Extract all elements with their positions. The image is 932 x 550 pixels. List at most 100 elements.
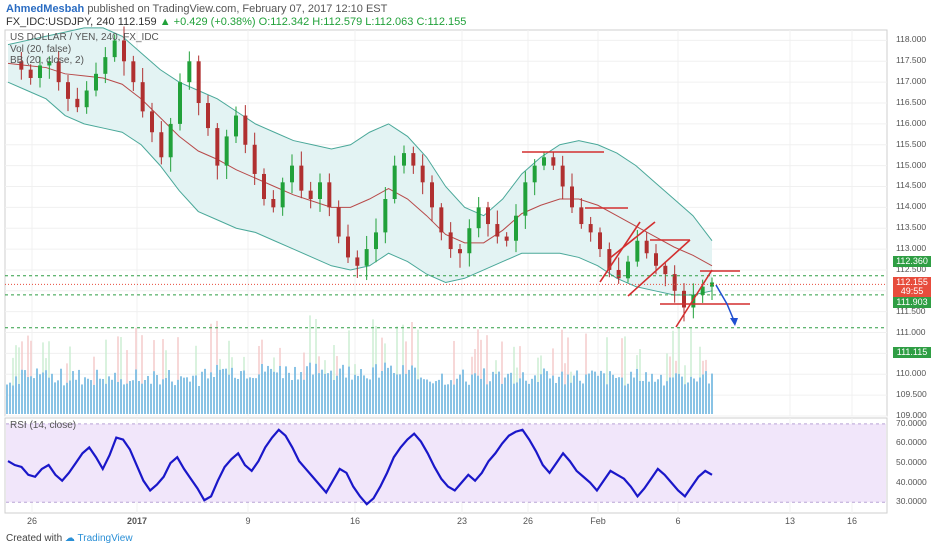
volume-bar xyxy=(402,365,404,414)
candle-body xyxy=(168,123,173,158)
volume-bar xyxy=(591,370,593,414)
symbol-info: FX_IDC:USDJPY, 240 112.159 ▲ +0.429 (+0.… xyxy=(6,16,466,28)
volume-bar xyxy=(708,383,710,414)
volume-bar xyxy=(699,377,701,414)
volume-bar xyxy=(423,379,425,414)
volume-bar xyxy=(258,374,260,414)
price-tick-label: 113.500 xyxy=(896,222,927,233)
volume-bar-faint xyxy=(486,335,488,385)
candle-body xyxy=(542,157,546,166)
volume-bar-faint xyxy=(279,347,281,366)
price-change: ▲ +0.429 (+0.38%) xyxy=(159,16,256,28)
candle-body xyxy=(56,61,61,83)
volume-bar-faint xyxy=(210,323,212,373)
volume-bar xyxy=(249,377,251,414)
candle-body xyxy=(327,182,332,208)
price-tick-label: 115.000 xyxy=(896,159,927,170)
volume-bar xyxy=(669,377,671,414)
volume-bar xyxy=(63,385,65,414)
candle-body xyxy=(523,182,528,216)
volume-bar xyxy=(324,373,326,414)
volume-bar xyxy=(651,373,653,414)
volume-bar xyxy=(687,382,689,414)
volume-bar xyxy=(54,382,56,414)
candle-body xyxy=(514,215,518,241)
volume-bar xyxy=(660,374,662,414)
volume-bar xyxy=(93,384,95,414)
candle-body xyxy=(607,249,612,270)
time-tick-label: 13 xyxy=(784,516,796,526)
volume-bar xyxy=(216,364,218,414)
volume-bar xyxy=(177,379,179,414)
last-price: 112.159 xyxy=(117,16,157,28)
volume-bar-faint xyxy=(372,319,374,368)
volume-bar-faint xyxy=(621,338,623,378)
volume-bar xyxy=(630,371,632,414)
candle-body xyxy=(224,136,229,166)
volume-bar xyxy=(507,373,509,414)
candle-body xyxy=(112,40,117,58)
volume-bar-faint xyxy=(411,322,413,366)
candle-body xyxy=(579,207,584,225)
volume-bar-faint xyxy=(396,326,398,375)
author-link[interactable]: AhmedMesbah xyxy=(6,3,85,15)
candle-body xyxy=(495,224,500,237)
candle-body xyxy=(318,182,322,200)
volume-bar xyxy=(663,385,665,414)
volume-bar xyxy=(408,369,410,414)
candle-body xyxy=(672,274,677,291)
volume-bar-faint xyxy=(453,340,455,385)
volume-bar-faint xyxy=(336,356,338,376)
volume-bar xyxy=(492,371,494,414)
volume-bar-faint xyxy=(15,345,17,377)
volume-bar xyxy=(594,371,596,414)
volume-bar xyxy=(576,370,578,414)
volume-bar xyxy=(261,363,263,414)
tradingview-link[interactable]: TradingView xyxy=(77,533,133,544)
volume-bar-faint xyxy=(105,339,107,384)
candle-body xyxy=(486,207,490,225)
volume-bar xyxy=(234,377,236,414)
volume-bar-faint xyxy=(624,336,626,386)
volume-bar xyxy=(534,375,536,414)
volume-bar xyxy=(51,373,53,414)
volume-bar xyxy=(399,374,401,414)
volume-bar xyxy=(603,373,605,414)
candle-body xyxy=(504,236,509,241)
volume-bar-faint xyxy=(231,357,233,368)
volume-bar xyxy=(300,372,302,414)
volume-bar xyxy=(24,370,26,414)
volume-bar-faint xyxy=(669,356,671,378)
volume-bar xyxy=(288,372,290,414)
volume-bar xyxy=(126,383,128,414)
rsi-band xyxy=(6,423,886,503)
volume-bar xyxy=(156,375,158,414)
candle-body xyxy=(598,232,602,250)
volume-bar-faint xyxy=(42,342,44,373)
candle-body xyxy=(346,236,350,258)
volume-bar xyxy=(513,383,515,414)
volume-bar-faint xyxy=(162,339,164,380)
price-tick-label: 112.500 xyxy=(896,263,927,274)
volume-bar-faint xyxy=(165,350,167,378)
volume-bar xyxy=(378,377,380,414)
candle-body xyxy=(458,249,462,254)
rsi-tick-label: 50.0000 xyxy=(896,457,927,468)
volume-bar xyxy=(444,384,446,414)
volume-bar-faint xyxy=(120,337,122,380)
volume-bar xyxy=(549,378,551,414)
price-tick-label: 111.000 xyxy=(896,326,926,337)
price-tick-label: 109.000 xyxy=(896,410,927,420)
candle-body xyxy=(616,269,621,279)
volume-bar xyxy=(279,365,281,414)
volume-bar xyxy=(429,381,431,414)
triangle-line xyxy=(609,221,656,259)
volume-bar xyxy=(48,377,50,414)
candle-body xyxy=(383,199,388,233)
volume-bar xyxy=(84,377,86,414)
volume-bar-faint xyxy=(471,356,473,375)
rsi-tick-label: 30.0000 xyxy=(896,496,927,507)
volume-bar xyxy=(639,380,641,414)
volume-bar-faint xyxy=(30,340,32,377)
